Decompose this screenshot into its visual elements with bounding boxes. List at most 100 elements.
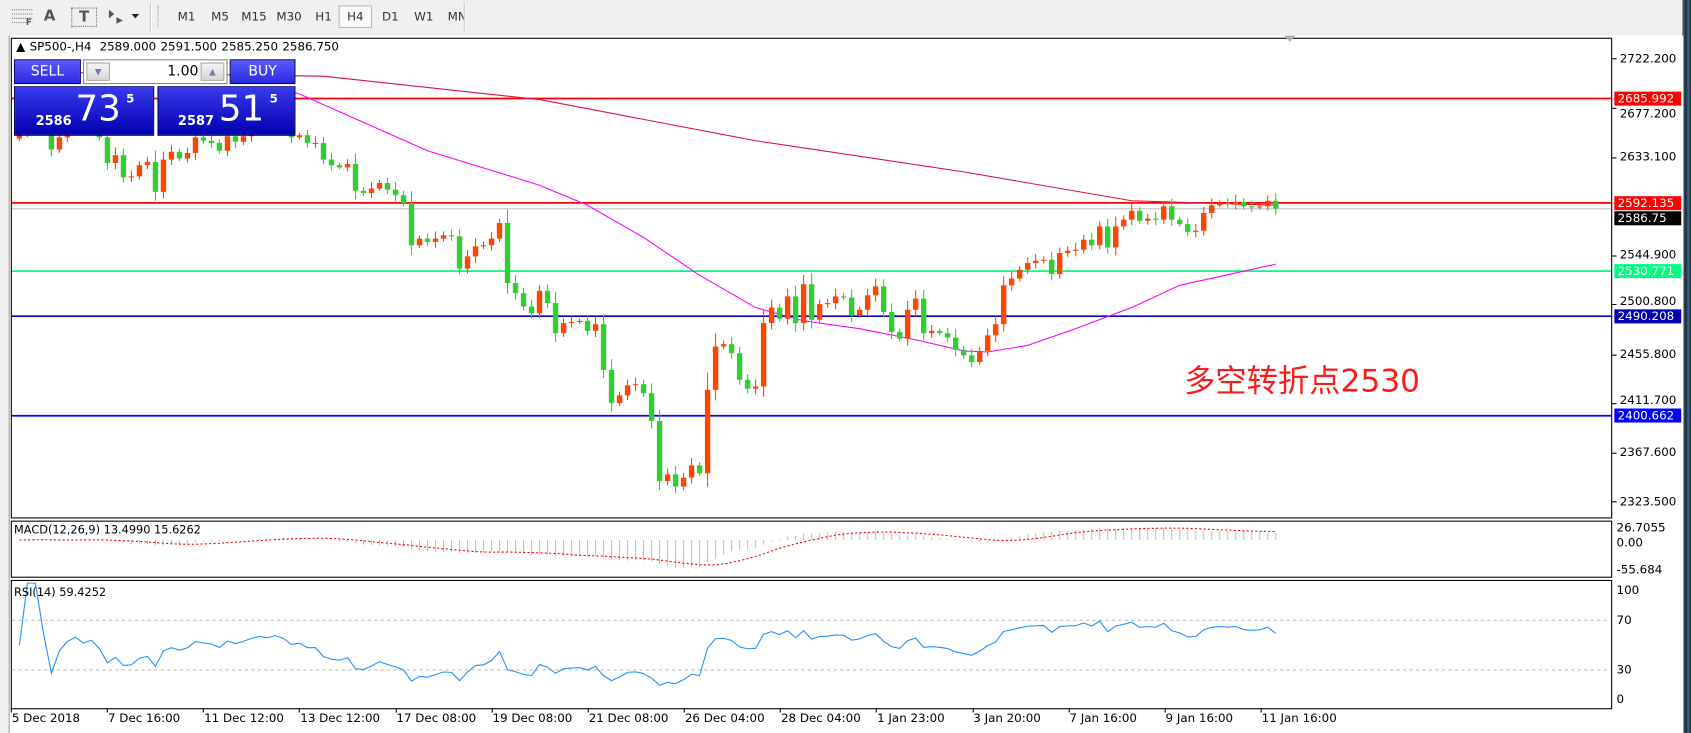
text-label-icon[interactable]: T: [71, 7, 98, 27]
buy-button[interactable]: BUY: [229, 59, 296, 85]
candle: [672, 465, 679, 494]
candle: [1000, 276, 1007, 332]
time-axis-label: 7 Dec 16:00: [107, 711, 181, 726]
bearish-candle-body: [1241, 201, 1247, 207]
bullish-candle-body: [712, 346, 719, 390]
candle: [792, 285, 799, 332]
bullish-candle-body: [928, 330, 935, 334]
lot-size-stepper[interactable]: ▼ 1.00 ▲: [83, 59, 228, 85]
timeframe-h4-button[interactable]: H4: [338, 5, 373, 29]
price-axis-label: 2544.900: [1619, 248, 1677, 263]
macd-pane[interactable]: [10, 520, 1613, 578]
period-separators-icon[interactable]: F: [9, 5, 37, 27]
sell-price-box[interactable]: 2586 73 5: [14, 86, 155, 136]
chart-shift-marker[interactable]: [1284, 35, 1296, 43]
bearish-candle-body: [48, 129, 55, 150]
rsi-pane[interactable]: [10, 579, 1613, 710]
bullish-candle-body: [536, 290, 543, 314]
price-axis-label: 2323.500: [1619, 494, 1677, 509]
lot-decrease-button[interactable]: ▼: [86, 62, 110, 81]
bullish-candle-body: [856, 309, 863, 316]
bullish-candle-body: [1121, 219, 1127, 227]
bullish-candle-body: [816, 304, 823, 320]
bearish-candle-body: [408, 202, 415, 246]
timeframe-d1-button[interactable]: D1: [382, 9, 399, 24]
bearish-candle-body: [1169, 206, 1175, 220]
collapse-triangle-icon[interactable]: ▲: [16, 39, 26, 54]
timeframe-h1-button[interactable]: H1: [315, 9, 332, 24]
sell-button[interactable]: SELL: [14, 59, 81, 85]
candle: [976, 347, 983, 366]
bullish-candle-body: [1113, 226, 1119, 248]
text-icon[interactable]: A: [43, 7, 56, 25]
candle: [1121, 215, 1127, 230]
candle: [608, 359, 615, 412]
bearish-candle-body: [400, 195, 407, 203]
time-axis-label: 26 Dec 04:00: [684, 711, 765, 726]
candle: [992, 315, 999, 343]
candle: [1185, 218, 1191, 237]
bullish-candle-body: [664, 474, 671, 482]
candle: [960, 345, 967, 359]
candle: [512, 274, 519, 300]
timeframe-m1-button[interactable]: M1: [177, 9, 196, 24]
time-axis-tick: [1164, 708, 1166, 713]
time-axis-label: 21 Dec 08:00: [588, 711, 669, 726]
chart-annotation-text[interactable]: 多空转折点2530: [1184, 362, 1421, 399]
lot-size-input[interactable]: 1.00: [167, 63, 199, 80]
candle: [984, 328, 991, 357]
candle: [728, 337, 735, 359]
bullish-candle-body: [1024, 263, 1031, 270]
candle: [376, 179, 383, 191]
candle: [144, 156, 151, 170]
candle: [400, 190, 407, 207]
macd-axis-label: 0.00: [1616, 535, 1643, 550]
candle: [784, 288, 791, 325]
bullish-candle-body: [488, 238, 495, 246]
bearish-candle-body: [336, 165, 343, 168]
bullish-candle-body: [904, 309, 911, 339]
bearish-candle-body: [656, 420, 663, 482]
price-axis-tick: [1612, 108, 1617, 110]
rsi-value: 59.4252: [59, 586, 107, 600]
candle: [1233, 194, 1239, 210]
candle: [528, 299, 535, 319]
timeframe-m15-button[interactable]: M15: [241, 9, 267, 24]
bullish-candle-body: [872, 286, 879, 296]
bullish-candle-body: [240, 136, 247, 142]
shapes-dropdown-icon[interactable]: [106, 5, 141, 27]
candle: [480, 241, 487, 250]
candle: [1089, 233, 1095, 251]
bullish-candle-body: [680, 477, 687, 487]
bearish-candle-body: [744, 379, 751, 389]
candle: [952, 329, 959, 357]
timeframe-m30-button[interactable]: M30: [276, 9, 302, 24]
timeframe-m5-button[interactable]: M5: [211, 9, 229, 24]
timeframe-mn-button[interactable]: MN: [447, 9, 467, 24]
bullish-candle-body: [472, 246, 479, 257]
rsi-axis-label: 0: [1616, 692, 1625, 707]
candle: [1225, 198, 1231, 208]
sell-price-main: 73: [75, 87, 121, 130]
lot-increase-button[interactable]: ▲: [200, 62, 225, 81]
bullish-candle-body: [344, 164, 351, 168]
time-axis-tick: [491, 708, 493, 713]
candle: [616, 391, 623, 406]
bullish-candle-body: [624, 385, 631, 396]
chart-header: ▲ SP500-,H4 2589.000 2591.500 2585.250 2586.…: [16, 40, 343, 54]
bullish-candle-body: [576, 320, 583, 322]
bearish-candle-body: [232, 136, 239, 142]
candle: [504, 209, 511, 294]
bullish-candle-body: [568, 321, 575, 324]
timeframe-w1-button[interactable]: W1: [414, 9, 434, 24]
candle: [584, 314, 591, 336]
bullish-candle-body: [992, 324, 999, 336]
macd-signal-line: [19, 527, 1276, 566]
bullish-candle-body: [464, 256, 471, 269]
bullish-candle-body: [592, 324, 599, 331]
candle: [944, 327, 951, 342]
bullish-candle-body: [128, 176, 135, 178]
time-axis-tick: [203, 708, 205, 713]
toolbar-grip[interactable]: [157, 5, 162, 27]
buy-price-box[interactable]: 2587 51 5: [157, 86, 296, 136]
